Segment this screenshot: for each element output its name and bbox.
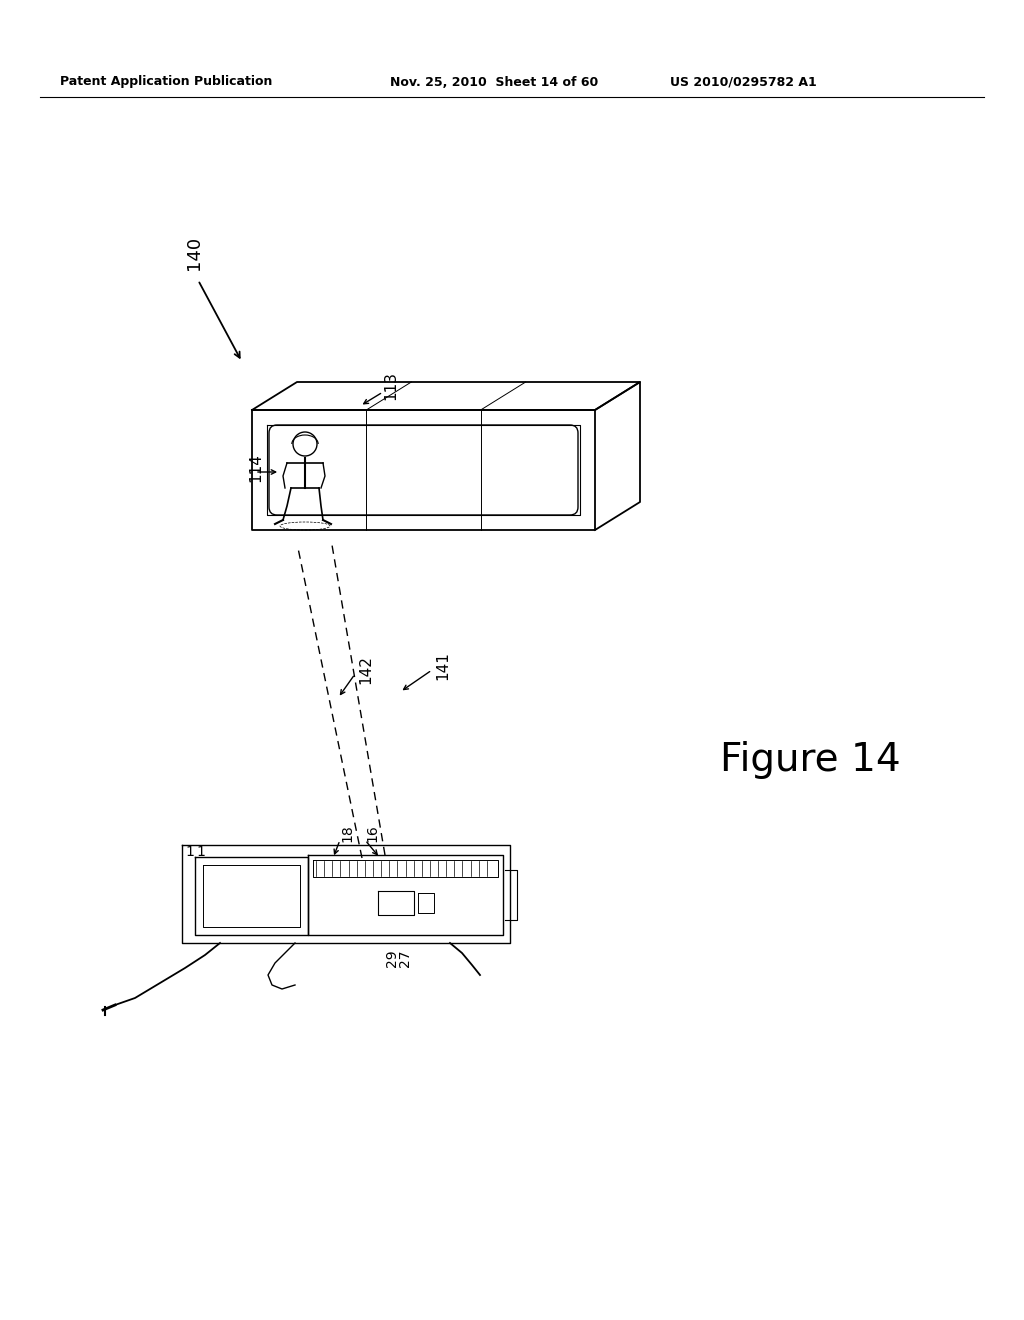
Text: 18: 18 <box>340 824 354 842</box>
Text: 29: 29 <box>385 949 399 966</box>
Text: 16: 16 <box>365 824 379 842</box>
Text: 1: 1 <box>185 845 194 859</box>
Text: 142: 142 <box>358 656 373 685</box>
Text: 141: 141 <box>435 652 450 680</box>
Text: US 2010/0295782 A1: US 2010/0295782 A1 <box>670 75 817 88</box>
Text: 1: 1 <box>196 845 205 859</box>
Text: Patent Application Publication: Patent Application Publication <box>60 75 272 88</box>
Text: 140: 140 <box>185 236 203 271</box>
Text: 114: 114 <box>248 454 263 482</box>
Text: Figure 14: Figure 14 <box>720 741 901 779</box>
Text: 113: 113 <box>383 371 398 400</box>
Text: Nov. 25, 2010  Sheet 14 of 60: Nov. 25, 2010 Sheet 14 of 60 <box>390 75 598 88</box>
Text: 27: 27 <box>398 949 412 966</box>
